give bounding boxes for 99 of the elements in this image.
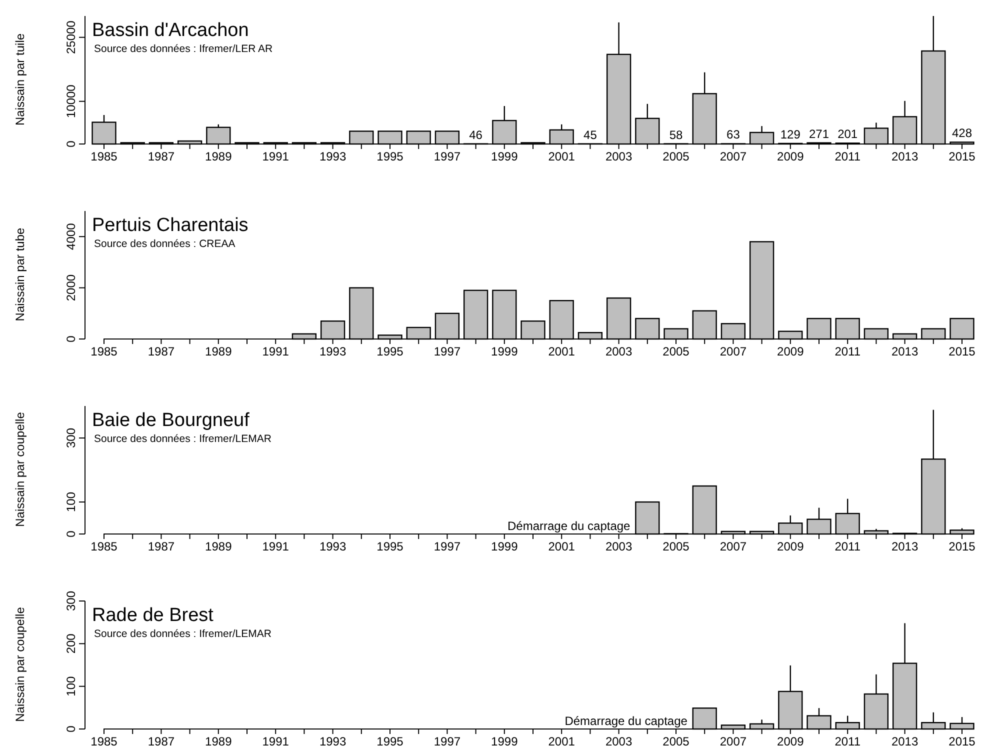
x-tick-label: 1989: [205, 344, 232, 359]
x-tick-label: 1989: [205, 540, 232, 554]
x-tick-label: 1993: [319, 150, 346, 164]
x-tick-label: 2001: [548, 344, 576, 359]
chart-title: Bassin d'Arcachon: [92, 20, 249, 41]
x-tick-label: 2011: [834, 150, 861, 164]
x-tick-label: 2013: [891, 150, 918, 164]
data-label: 46: [469, 128, 483, 142]
x-tick-label: 1999: [491, 734, 518, 749]
x-tick-label: 2007: [720, 540, 747, 554]
x-tick-label: 2015: [948, 150, 976, 164]
data-label: 271: [808, 126, 830, 141]
chart-title: Baie de Bourgneuf: [92, 410, 250, 431]
annotation: Source des données : CREAA: [94, 238, 236, 250]
y-tick-label: 100: [64, 492, 78, 512]
x-tick-label: 1995: [376, 150, 404, 164]
annotation: Démarrage du captage: [507, 519, 631, 533]
x-tick-label: 1991: [262, 734, 290, 749]
x-tick-label: 2015: [948, 540, 976, 554]
data-label: 129: [780, 127, 801, 142]
x-tick-label: 1987: [148, 150, 175, 164]
x-tick-label: 1987: [148, 344, 175, 359]
x-tick-label: 2015: [948, 734, 976, 749]
x-tick-label: 2013: [891, 540, 918, 554]
x-tick-label: 1991: [262, 344, 290, 359]
x-tick-label: 1989: [205, 734, 232, 749]
annotation: Démarrage du captage: [564, 714, 688, 728]
x-tick-label: 2015: [948, 344, 976, 359]
y-tick-label: 25000: [64, 20, 78, 54]
x-tick-label: 2013: [891, 344, 918, 359]
x-tick-label: 2009: [777, 150, 804, 164]
data-label: 45: [584, 128, 598, 142]
x-tick-label: 2003: [605, 734, 632, 749]
annotation: Source des données : Ifremer/LEMAR: [94, 628, 272, 640]
x-tick-label: 1991: [262, 150, 290, 164]
x-tick-label: 2011: [834, 734, 861, 749]
x-tick-label: 2003: [605, 344, 632, 359]
x-tick-label: 2005: [662, 344, 690, 359]
y-tick-label: 0: [64, 335, 78, 342]
x-tick-label: 1985: [90, 540, 118, 554]
x-tick-label: 1985: [90, 734, 118, 749]
x-tick-label: 2007: [720, 344, 747, 359]
x-tick-label: 1987: [148, 540, 175, 554]
chart-title: Rade de Brest: [92, 605, 214, 626]
data-label: 58: [669, 128, 683, 142]
x-tick-label: 2003: [605, 540, 632, 554]
y-tick-label: 300: [64, 428, 78, 448]
x-tick-label: 1993: [319, 540, 346, 554]
x-tick-label: 2009: [777, 344, 804, 359]
x-tick-label: 1999: [491, 150, 518, 164]
x-tick-label: 2005: [662, 734, 690, 749]
y-tick-label: 10000: [64, 84, 78, 118]
y-tick-label: 200: [64, 633, 78, 654]
data-label: 201: [838, 127, 858, 142]
y-tick-label: 0: [64, 530, 78, 538]
x-tick-label: 2001: [548, 540, 576, 554]
x-tick-label: 2009: [777, 540, 804, 554]
x-tick-label: 1997: [434, 540, 461, 554]
x-tick-label: 2003: [605, 150, 632, 164]
x-tick-label: 2007: [720, 734, 747, 749]
y-tick-label: 0: [64, 725, 78, 732]
y-tick-label: 100: [64, 676, 78, 696]
x-tick-label: 1991: [262, 540, 290, 554]
annotation: Source des données : Ifremer/LER AR: [94, 43, 274, 55]
annotation: Source des données : Ifremer/LEMAR: [94, 433, 272, 445]
x-tick-label: 1997: [434, 734, 461, 749]
chart-title: Pertuis Charentais: [92, 215, 248, 236]
x-tick-label: 1993: [319, 344, 346, 359]
x-tick-label: 1997: [434, 150, 461, 164]
x-tick-label: 1997: [434, 344, 461, 359]
y-tick-label: 0: [64, 140, 78, 148]
x-tick-label: 2001: [548, 150, 576, 164]
x-tick-label: 1987: [148, 734, 175, 749]
x-tick-label: 2005: [662, 540, 690, 554]
y-tick-label: 300: [64, 590, 78, 612]
y-axis-title: Naissain par coupelle: [13, 606, 27, 722]
x-tick-label: 2013: [891, 734, 918, 749]
x-tick-label: 1995: [376, 540, 404, 554]
y-axis-title: Naissain par tuile: [13, 33, 27, 126]
x-tick-label: 1995: [376, 734, 404, 749]
x-tick-label: 2005: [662, 150, 690, 164]
x-tick-label: 2007: [720, 150, 747, 164]
y-axis-title: Naissain par coupelle: [13, 412, 27, 527]
y-axis-title: Naissain par tube: [13, 227, 27, 322]
data-label: 63: [726, 128, 740, 142]
x-tick-label: 2009: [777, 734, 804, 749]
x-tick-label: 2001: [548, 734, 576, 749]
x-tick-label: 1995: [376, 344, 404, 359]
data-label: 428: [952, 126, 972, 140]
y-tick-label: 2000: [64, 274, 78, 302]
x-tick-label: 1993: [319, 734, 346, 749]
x-tick-label: 1999: [491, 344, 518, 359]
x-tick-label: 1999: [491, 540, 518, 554]
x-tick-label: 2011: [834, 344, 861, 359]
x-tick-label: 1985: [90, 344, 118, 359]
x-tick-label: 1989: [205, 150, 232, 164]
x-tick-label: 2011: [834, 540, 861, 554]
x-tick-label: 1985: [90, 150, 118, 164]
y-tick-label: 4000: [64, 222, 78, 250]
